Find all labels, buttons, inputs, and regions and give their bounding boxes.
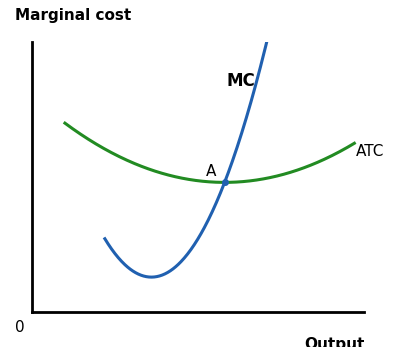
Text: Marginal cost: Marginal cost xyxy=(15,8,131,23)
Text: A: A xyxy=(206,164,217,179)
Text: ATC: ATC xyxy=(356,144,385,159)
Text: 0: 0 xyxy=(15,320,25,335)
Text: MC: MC xyxy=(227,72,256,90)
Text: Output: Output xyxy=(304,337,364,347)
